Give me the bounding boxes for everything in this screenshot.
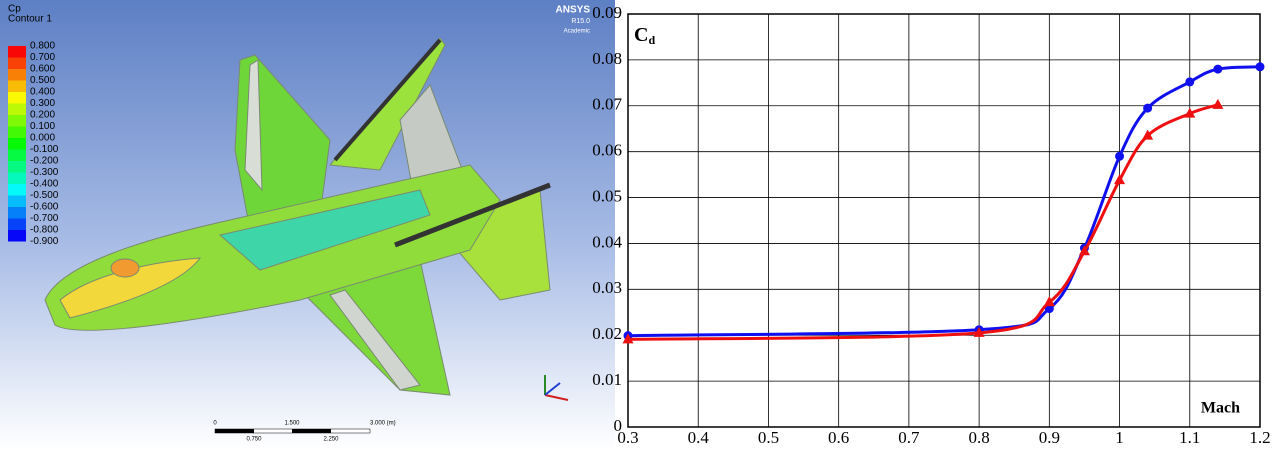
plot-frame bbox=[628, 14, 1260, 427]
legend-swatch bbox=[8, 127, 26, 139]
legend-swatch bbox=[8, 184, 26, 196]
legend-swatch bbox=[8, 138, 26, 150]
y-tick-label: 0.01 bbox=[592, 370, 622, 389]
y-tick-label: 0.03 bbox=[592, 278, 622, 297]
scale-label: 2.250 bbox=[323, 437, 339, 443]
legend-label: -0.700 bbox=[30, 213, 59, 224]
legend-label: 0.400 bbox=[30, 87, 55, 98]
legend-swatch bbox=[8, 46, 26, 58]
legend-swatch bbox=[8, 161, 26, 173]
legend-subtitle: Contour 1 bbox=[8, 14, 52, 25]
x-axis-label: Mach bbox=[1201, 400, 1240, 417]
legend-label: -0.900 bbox=[30, 236, 59, 247]
legend-label: 0.100 bbox=[30, 121, 55, 132]
x-tick-label: 0.4 bbox=[688, 428, 710, 447]
page: Cp Contour 1 0.8000.7000.6000.5000.4000.… bbox=[0, 0, 1285, 450]
legend-swatch bbox=[8, 173, 26, 185]
edition: Academic bbox=[564, 29, 590, 35]
series-line bbox=[628, 105, 1218, 339]
y-axis-label: Cd bbox=[634, 24, 655, 47]
x-tick-label: 0.9 bbox=[1039, 428, 1060, 447]
contour-panel: Cp Contour 1 0.8000.7000.6000.5000.4000.… bbox=[0, 0, 615, 450]
y-tick-label: 0.07 bbox=[592, 95, 622, 114]
figure: Cp Contour 1 0.8000.7000.6000.5000.4000.… bbox=[0, 0, 1285, 450]
chart: 00.010.020.030.040.050.060.070.080.090.3… bbox=[592, 3, 1270, 447]
x-tick-label: 0.6 bbox=[828, 428, 849, 447]
legend-label: -0.800 bbox=[30, 225, 59, 236]
legend-swatch bbox=[8, 58, 26, 70]
legend-label: 0.600 bbox=[30, 64, 55, 75]
legend-label: 0.500 bbox=[30, 75, 55, 86]
legend-label: -0.400 bbox=[30, 179, 59, 190]
legend-swatch bbox=[8, 150, 26, 162]
scale-label: 1.500 bbox=[284, 421, 300, 427]
legend-swatch bbox=[8, 115, 26, 127]
legend-swatch bbox=[8, 81, 26, 93]
legend-swatch bbox=[8, 104, 26, 116]
marker bbox=[1213, 65, 1222, 74]
y-tick-label: 0.08 bbox=[592, 49, 622, 68]
legend-label: 0.700 bbox=[30, 52, 55, 63]
x-tick-label: 0.5 bbox=[758, 428, 779, 447]
x-tick-label: 0.3 bbox=[617, 428, 638, 447]
legend-label: 0.200 bbox=[30, 110, 55, 121]
y-tick-label: 0.06 bbox=[592, 141, 622, 160]
scale-label: 3.000 (m) bbox=[370, 421, 396, 427]
legend-swatch bbox=[8, 230, 26, 242]
x-tick-label: 1.2 bbox=[1249, 428, 1270, 447]
legend-swatch bbox=[8, 69, 26, 81]
legend-swatch bbox=[8, 207, 26, 219]
marker bbox=[1212, 99, 1223, 109]
scale-label: 0.750 bbox=[246, 437, 262, 443]
legend-label: 0.300 bbox=[30, 98, 55, 109]
x-tick-label: 0.7 bbox=[898, 428, 920, 447]
y-tick-label: 0.04 bbox=[592, 232, 622, 251]
legend-label: 0.800 bbox=[30, 41, 55, 52]
logo: ANSYS bbox=[556, 5, 591, 16]
legend-label: -0.100 bbox=[30, 144, 59, 155]
legend-label: -0.200 bbox=[30, 156, 59, 167]
y-axis-label-main: C bbox=[634, 24, 648, 46]
marker bbox=[1256, 62, 1265, 71]
marker bbox=[1115, 152, 1124, 161]
legend: 0.8000.7000.6000.5000.4000.3000.2000.100… bbox=[8, 41, 59, 248]
legend-swatch bbox=[8, 219, 26, 231]
legend-label: -0.600 bbox=[30, 202, 59, 213]
x-tick-label: 1.1 bbox=[1179, 428, 1200, 447]
marker bbox=[1185, 77, 1194, 86]
version: R15.0 bbox=[571, 18, 590, 25]
legend-label: -0.300 bbox=[30, 167, 59, 178]
y-tick-label: 0.09 bbox=[592, 3, 622, 22]
legend-label: 0.000 bbox=[30, 133, 55, 144]
legend-label: -0.500 bbox=[30, 190, 59, 201]
x-tick-label: 1 bbox=[1115, 428, 1124, 447]
legend-swatch bbox=[8, 196, 26, 208]
y-axis-label-sub: d bbox=[648, 33, 655, 47]
canopy bbox=[111, 259, 139, 277]
y-tick-label: 0.02 bbox=[592, 324, 622, 343]
x-tick-label: 0.8 bbox=[968, 428, 989, 447]
legend-swatch bbox=[8, 92, 26, 104]
y-tick-label: 0.05 bbox=[592, 186, 622, 205]
series-line bbox=[628, 67, 1260, 336]
marker bbox=[1143, 104, 1152, 113]
